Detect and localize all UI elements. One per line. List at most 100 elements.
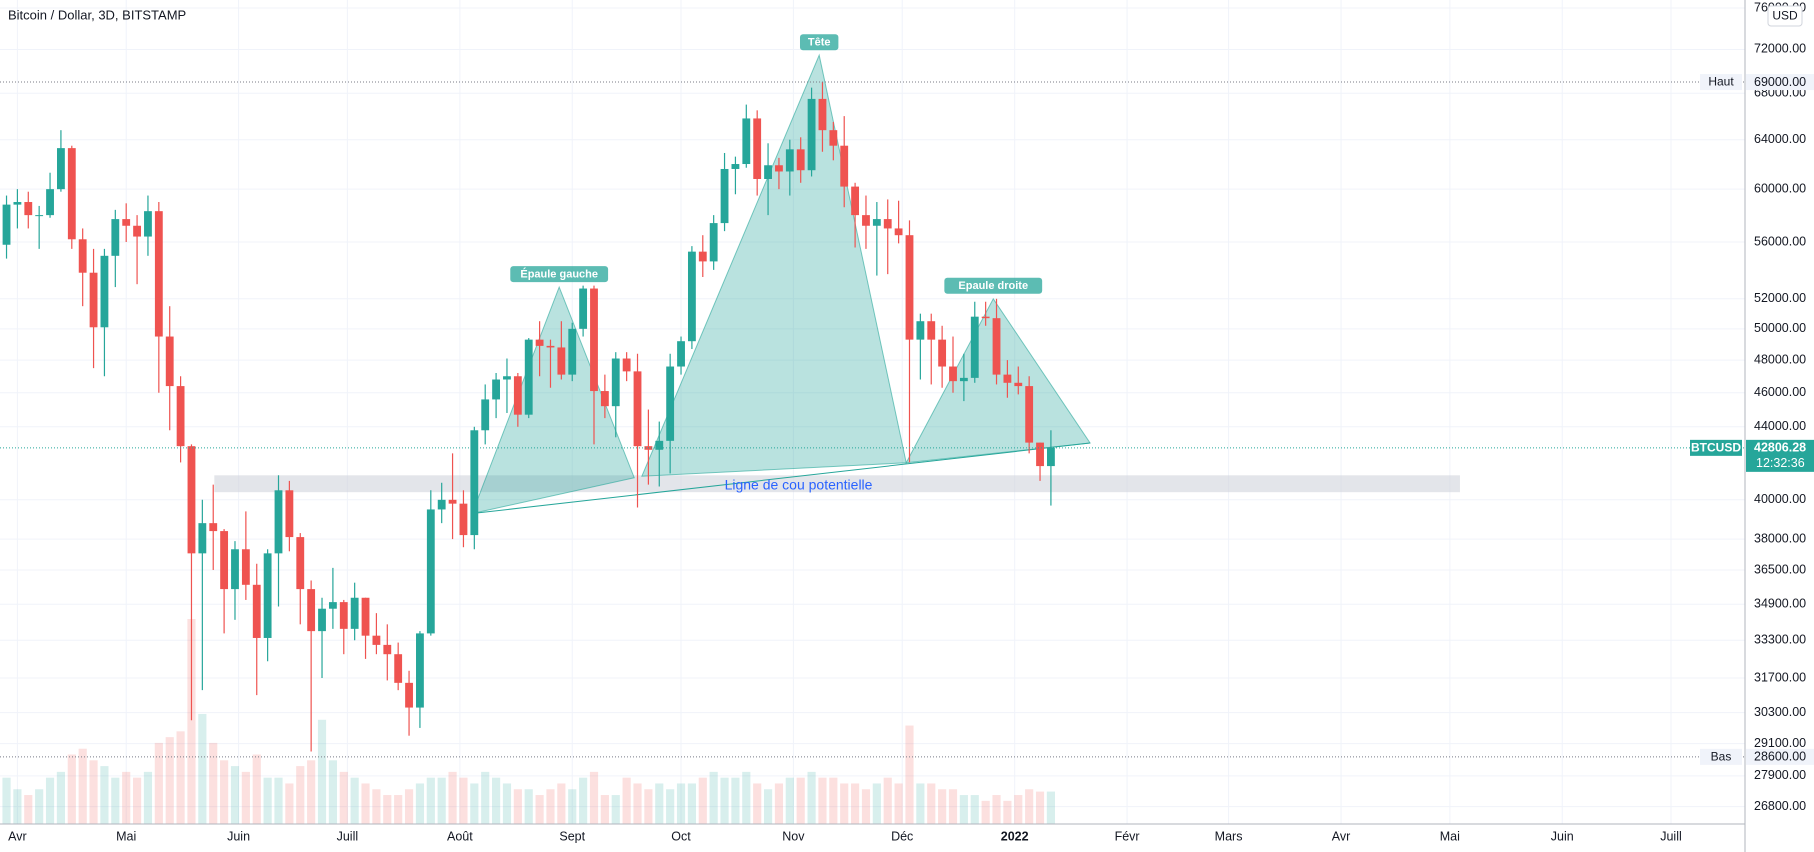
candle-body	[274, 490, 283, 554]
volume-bar	[883, 777, 892, 824]
level-price-box	[1746, 748, 1814, 765]
volume-bar	[666, 789, 675, 824]
volume-bar	[1003, 800, 1012, 824]
last-name: BTCUSD	[1691, 441, 1741, 455]
candle-body	[894, 228, 903, 236]
volume-bar	[927, 783, 936, 824]
candle-body	[753, 118, 762, 179]
candle-body	[666, 366, 675, 441]
volume-bar	[24, 795, 33, 824]
level-price-box	[1746, 74, 1814, 91]
volume-bar	[938, 789, 947, 824]
candle-body	[862, 215, 870, 226]
candle-body	[687, 251, 696, 342]
volume-bar	[35, 789, 44, 824]
x-tick-label: Févr	[1115, 829, 1140, 843]
volume-bar	[676, 783, 686, 824]
volume-bar	[948, 789, 958, 824]
candle-body	[111, 219, 120, 256]
volume-bar	[230, 766, 240, 824]
volume-bar	[872, 783, 881, 824]
candle-body	[492, 379, 501, 400]
candle-body	[1036, 442, 1044, 467]
volume-bar	[470, 783, 479, 824]
candle-body	[579, 288, 588, 329]
candle-body	[959, 377, 968, 382]
volume-bar	[611, 795, 620, 824]
volume-bar	[785, 777, 794, 824]
volume-bar	[220, 760, 229, 824]
price-axis-bg	[1745, 0, 1814, 852]
candle-body	[24, 202, 33, 216]
volume-bar	[861, 789, 871, 824]
x-tick-label: Juill	[1660, 829, 1682, 843]
last-name-box	[1690, 439, 1742, 456]
y-tick-label: 38000.00	[1754, 531, 1806, 545]
volume-bar	[970, 795, 979, 824]
level-name-box	[1700, 748, 1742, 765]
candle-body	[241, 549, 250, 585]
candle-body	[927, 321, 936, 340]
volume-bar	[905, 725, 914, 824]
candle-body	[165, 336, 174, 387]
candle-body	[883, 219, 892, 229]
candle-body	[807, 98, 816, 171]
candle-body	[731, 164, 740, 169]
candle-body	[100, 255, 109, 328]
candle-body	[992, 318, 1001, 375]
x-tick-label: Oct	[671, 829, 691, 843]
currency[interactable]: USD	[1772, 9, 1798, 23]
candle-body	[296, 537, 305, 590]
x-tick-label: Août	[447, 829, 473, 843]
volume-bar	[622, 777, 631, 824]
volume-bar	[328, 760, 337, 824]
candle-body	[851, 186, 860, 216]
y-tick-label: 29100.00	[1754, 736, 1806, 750]
volume-bar	[426, 777, 435, 824]
volume-bar	[317, 719, 327, 824]
volume-bar	[796, 777, 805, 824]
candle-body	[513, 376, 522, 415]
volume-bar	[459, 777, 468, 824]
candle-body	[328, 602, 337, 609]
volume-bar	[481, 771, 490, 824]
y-tick-label: 27900.00	[1754, 768, 1806, 782]
x-tick-label: Avr	[1332, 829, 1351, 843]
candle-body	[905, 235, 914, 340]
candle-body	[13, 202, 22, 205]
candle-body	[557, 347, 566, 375]
x-tick-label: Juill	[337, 829, 359, 843]
volume-bar	[404, 789, 414, 824]
candle-body	[709, 223, 718, 262]
candle-body	[437, 499, 446, 510]
y-tick-label: 72000.00	[1754, 42, 1806, 56]
candle-body	[154, 211, 163, 337]
last-price-box	[1746, 439, 1814, 472]
x-tick-label: Juin	[1551, 829, 1574, 843]
candle-body	[981, 316, 990, 319]
volume-bar	[122, 771, 131, 824]
candles	[2, 82, 1055, 752]
y-tick-label: 60000.00	[1754, 181, 1806, 195]
currency-box[interactable]	[1767, 5, 1803, 27]
candle-body	[698, 251, 707, 262]
level-price: 69000.00	[1754, 75, 1806, 89]
candle-body	[1047, 447, 1055, 467]
x-tick-label: Mai	[1440, 829, 1460, 843]
volume-bar	[698, 777, 707, 824]
candle-body	[220, 531, 229, 590]
volume-bar	[959, 795, 968, 824]
candle-body	[829, 130, 838, 146]
candle-body	[611, 358, 620, 407]
volume-bar	[851, 783, 860, 824]
volume-bar	[709, 771, 718, 824]
pattern-label: Tête	[808, 37, 831, 49]
volume-bar	[394, 795, 403, 824]
candle-body	[144, 211, 152, 237]
volume-bar	[78, 748, 87, 824]
volume-bar	[1014, 795, 1023, 824]
volume-bar	[513, 789, 522, 824]
volume-bar	[687, 783, 696, 824]
